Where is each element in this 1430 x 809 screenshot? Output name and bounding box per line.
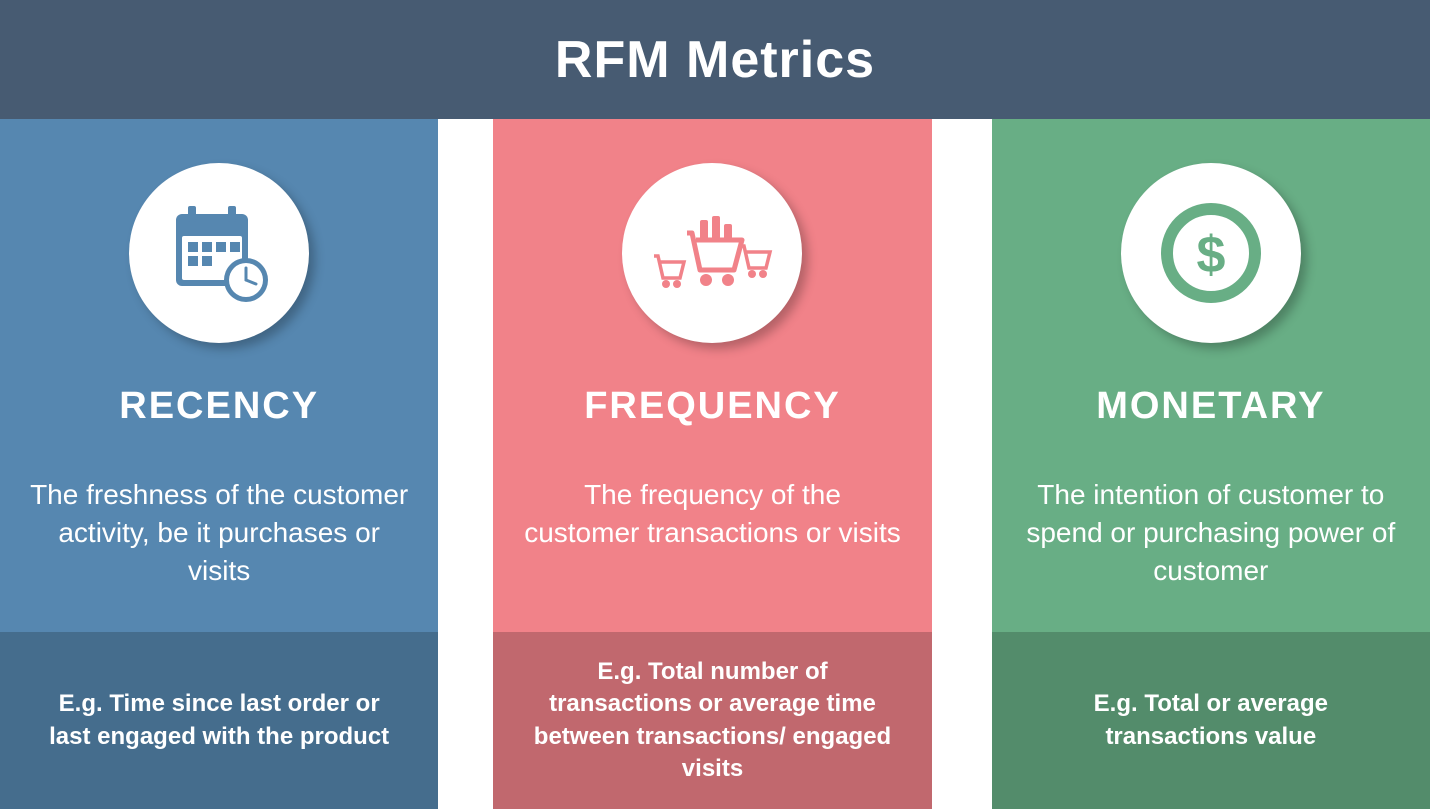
column-recency-footer: E.g. Time since last order or last engag… bbox=[0, 632, 438, 809]
shopping-carts-icon bbox=[642, 198, 782, 308]
column-monetary-footer: E.g. Total or average transactions value bbox=[992, 632, 1430, 809]
column-gap-1 bbox=[438, 119, 493, 809]
column-frequency: FREQUENCY The frequency of the customer … bbox=[493, 119, 931, 809]
column-recency: RECENCY The freshness of the customer ac… bbox=[0, 119, 438, 809]
header: RFM Metrics bbox=[0, 0, 1430, 119]
dollar-coin-icon: $ bbox=[1156, 198, 1266, 308]
frequency-icon-circle bbox=[622, 163, 802, 343]
monetary-title: MONETARY bbox=[1096, 385, 1325, 428]
monetary-footer-text: E.g. Total or average transactions value bbox=[1032, 688, 1390, 753]
calendar-clock-icon bbox=[164, 198, 274, 308]
frequency-footer-text: E.g. Total number of transactions or ave… bbox=[533, 656, 891, 786]
columns-container: RECENCY The freshness of the customer ac… bbox=[0, 119, 1430, 809]
frequency-description: The frequency of the customer transactio… bbox=[493, 476, 931, 552]
frequency-title: FREQUENCY bbox=[584, 385, 841, 428]
page-title: RFM Metrics bbox=[555, 30, 875, 90]
column-monetary: $ MONETARY The intention of customer to … bbox=[992, 119, 1430, 809]
svg-text:$: $ bbox=[1196, 226, 1225, 284]
column-frequency-footer: E.g. Total number of transactions or ave… bbox=[493, 632, 931, 809]
recency-title: RECENCY bbox=[119, 385, 319, 428]
recency-description: The freshness of the customer activity, … bbox=[0, 476, 438, 589]
column-monetary-main: $ MONETARY The intention of customer to … bbox=[992, 119, 1430, 632]
column-recency-main: RECENCY The freshness of the customer ac… bbox=[0, 119, 438, 632]
monetary-icon-circle: $ bbox=[1121, 163, 1301, 343]
recency-footer-text: E.g. Time since last order or last engag… bbox=[40, 688, 398, 753]
recency-icon-circle bbox=[129, 163, 309, 343]
column-frequency-main: FREQUENCY The frequency of the customer … bbox=[493, 119, 931, 632]
monetary-description: The intention of customer to spend or pu… bbox=[992, 476, 1430, 589]
column-gap-2 bbox=[932, 119, 992, 809]
